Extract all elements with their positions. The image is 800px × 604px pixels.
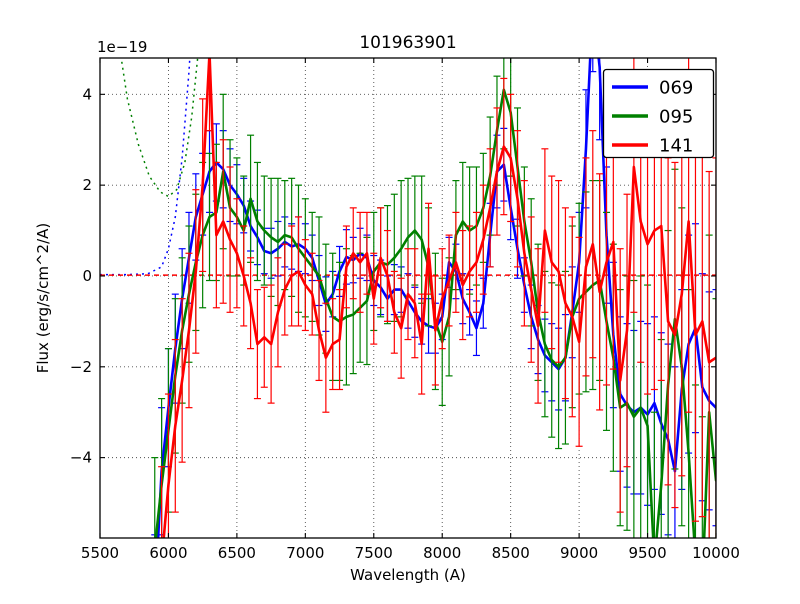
x-tick-label: 7000	[286, 544, 324, 562]
legend-label-141: 141	[659, 136, 693, 157]
x-tick-label: 6000	[149, 544, 187, 562]
chart-title: 101963901	[359, 33, 456, 53]
spectrum-line-141	[162, 58, 716, 538]
y-tick-label: −2	[70, 358, 92, 376]
axes-frame	[99, 57, 717, 539]
x-tick-label: 9500	[628, 544, 666, 562]
y-tick-label: −4	[70, 449, 92, 467]
x-tick-label: 9000	[560, 544, 598, 562]
tick-marks	[99, 58, 717, 538]
y-tick-label: 4	[82, 85, 92, 103]
y-tick-label: 2	[82, 176, 92, 194]
x-tick-label: 5500	[81, 544, 119, 562]
noise-curve-095-noise	[120, 58, 199, 198]
tick-labels: 5500 6000 6500 7000 7500 8000 8500 9000 9500 1000…	[70, 85, 740, 562]
y-axis-offset-text: 1e−19	[97, 38, 147, 56]
x-tick-label: 8000	[423, 544, 461, 562]
x-tick-label: 6500	[218, 544, 256, 562]
data-series	[151, 58, 716, 538]
x-axis-label: Wavelength (A)	[350, 566, 466, 584]
y-axis-label: Flux (erg/s/cm^2/A)	[34, 223, 52, 374]
legend: 069 095 141	[602, 68, 715, 159]
legend-label-069: 069	[659, 78, 693, 99]
legend-label-095: 095	[659, 107, 693, 128]
series-141	[158, 58, 716, 538]
x-tick-label: 7500	[355, 544, 393, 562]
x-tick-label: 10000	[692, 544, 740, 562]
x-tick-label: 8500	[492, 544, 530, 562]
legend-box	[602, 68, 715, 159]
y-tick-label: 0	[82, 267, 92, 285]
